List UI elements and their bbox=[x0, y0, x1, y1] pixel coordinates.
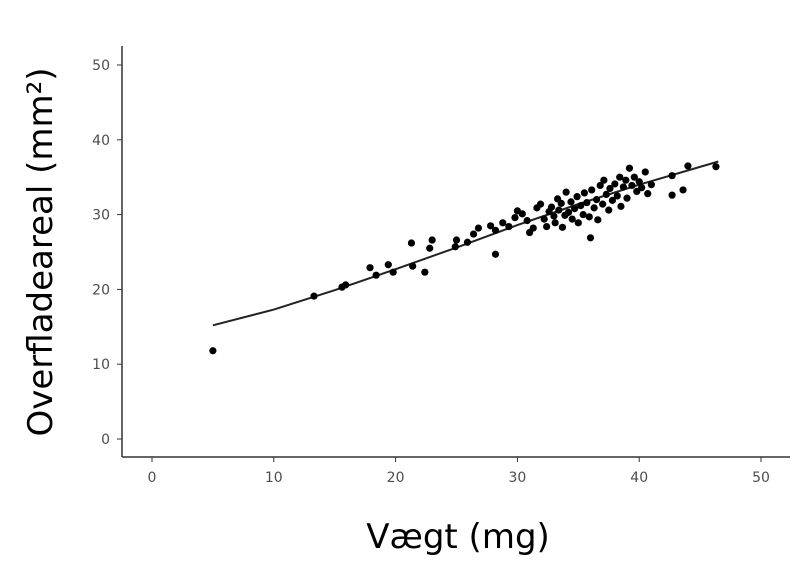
y-axis-label: Overfladeareal (mm²) bbox=[21, 67, 61, 436]
data-point bbox=[635, 178, 643, 186]
data-point bbox=[550, 212, 558, 220]
data-point bbox=[638, 184, 646, 192]
data-point bbox=[547, 203, 556, 211]
x-tick-label: 10 bbox=[265, 470, 283, 486]
y-tick-label: 0 bbox=[101, 432, 110, 448]
x-axis-label: Vægt (mg) bbox=[366, 517, 550, 557]
data-point bbox=[617, 202, 625, 210]
data-point bbox=[529, 224, 537, 232]
data-point bbox=[602, 190, 610, 199]
data-point bbox=[505, 222, 513, 231]
y-tick-label: 50 bbox=[92, 58, 110, 74]
data-point bbox=[452, 236, 461, 244]
y-tick-label: 20 bbox=[92, 282, 110, 298]
data-point bbox=[511, 213, 519, 222]
data-point bbox=[625, 164, 634, 172]
data-point bbox=[668, 191, 676, 199]
data-point bbox=[389, 268, 397, 276]
data-point bbox=[684, 162, 692, 170]
data-point bbox=[679, 186, 687, 194]
data-point bbox=[608, 196, 617, 204]
data-point bbox=[342, 281, 350, 289]
x-tick-label: 20 bbox=[387, 470, 405, 486]
x-tick-label: 40 bbox=[630, 470, 648, 486]
data-point bbox=[558, 223, 567, 231]
data-point bbox=[622, 176, 630, 184]
data-point bbox=[592, 196, 601, 204]
data-point bbox=[474, 224, 483, 232]
data-point bbox=[543, 222, 551, 231]
x-tick-label: 0 bbox=[148, 470, 157, 486]
data-point bbox=[580, 189, 588, 197]
data-point bbox=[579, 211, 587, 219]
data-point bbox=[384, 261, 392, 269]
data-point bbox=[600, 176, 608, 184]
data-point bbox=[518, 210, 526, 218]
data-point bbox=[594, 216, 602, 224]
data-point bbox=[540, 215, 548, 223]
data-point bbox=[630, 173, 638, 181]
data-point bbox=[588, 186, 596, 194]
data-point bbox=[613, 192, 621, 200]
data-point bbox=[616, 173, 624, 181]
data-point bbox=[372, 271, 380, 279]
data-point bbox=[421, 268, 429, 276]
y-tick-label: 30 bbox=[92, 208, 110, 224]
data-point bbox=[487, 222, 495, 230]
data-point bbox=[668, 172, 676, 180]
data-point bbox=[491, 226, 500, 234]
data-point bbox=[469, 230, 478, 238]
data-point bbox=[491, 250, 500, 258]
data-point bbox=[623, 194, 631, 202]
axes bbox=[121, 46, 790, 458]
data-point bbox=[568, 215, 576, 223]
data-point bbox=[409, 262, 417, 270]
data-point bbox=[605, 206, 613, 214]
data-point bbox=[596, 181, 604, 190]
data-point bbox=[574, 219, 582, 227]
data-point bbox=[463, 238, 472, 246]
data-point bbox=[606, 184, 614, 193]
data-point bbox=[628, 181, 636, 190]
data-point bbox=[585, 213, 593, 221]
y-tick-label: 40 bbox=[92, 133, 110, 149]
data-point bbox=[583, 199, 591, 207]
data-point bbox=[451, 243, 459, 251]
data-point bbox=[571, 205, 579, 213]
data-point bbox=[555, 206, 563, 214]
data-point bbox=[644, 190, 652, 198]
data-point bbox=[557, 199, 565, 207]
data-point bbox=[641, 168, 649, 176]
data-point bbox=[536, 200, 545, 208]
data-point bbox=[562, 188, 570, 196]
data-point bbox=[551, 219, 559, 227]
data-point bbox=[428, 236, 436, 244]
data-point bbox=[577, 202, 585, 210]
data-point bbox=[366, 264, 374, 272]
data-point bbox=[586, 234, 595, 242]
data-point bbox=[647, 181, 655, 189]
data-point bbox=[590, 204, 598, 212]
data-point bbox=[633, 187, 641, 196]
data-point bbox=[567, 198, 575, 206]
data-point bbox=[564, 208, 573, 216]
data-point bbox=[407, 239, 416, 247]
data-point bbox=[310, 292, 318, 300]
data-point bbox=[599, 200, 607, 208]
data-point bbox=[426, 244, 434, 252]
data-point bbox=[523, 216, 531, 225]
data-point bbox=[499, 219, 507, 227]
data-point bbox=[573, 193, 581, 201]
x-tick-label: 30 bbox=[508, 470, 526, 486]
x-tick-label: 50 bbox=[752, 470, 770, 486]
data-point bbox=[209, 347, 217, 355]
data-point bbox=[611, 180, 619, 188]
y-tick-label: 10 bbox=[92, 357, 110, 373]
data-point bbox=[712, 163, 720, 171]
data-point bbox=[619, 183, 627, 191]
